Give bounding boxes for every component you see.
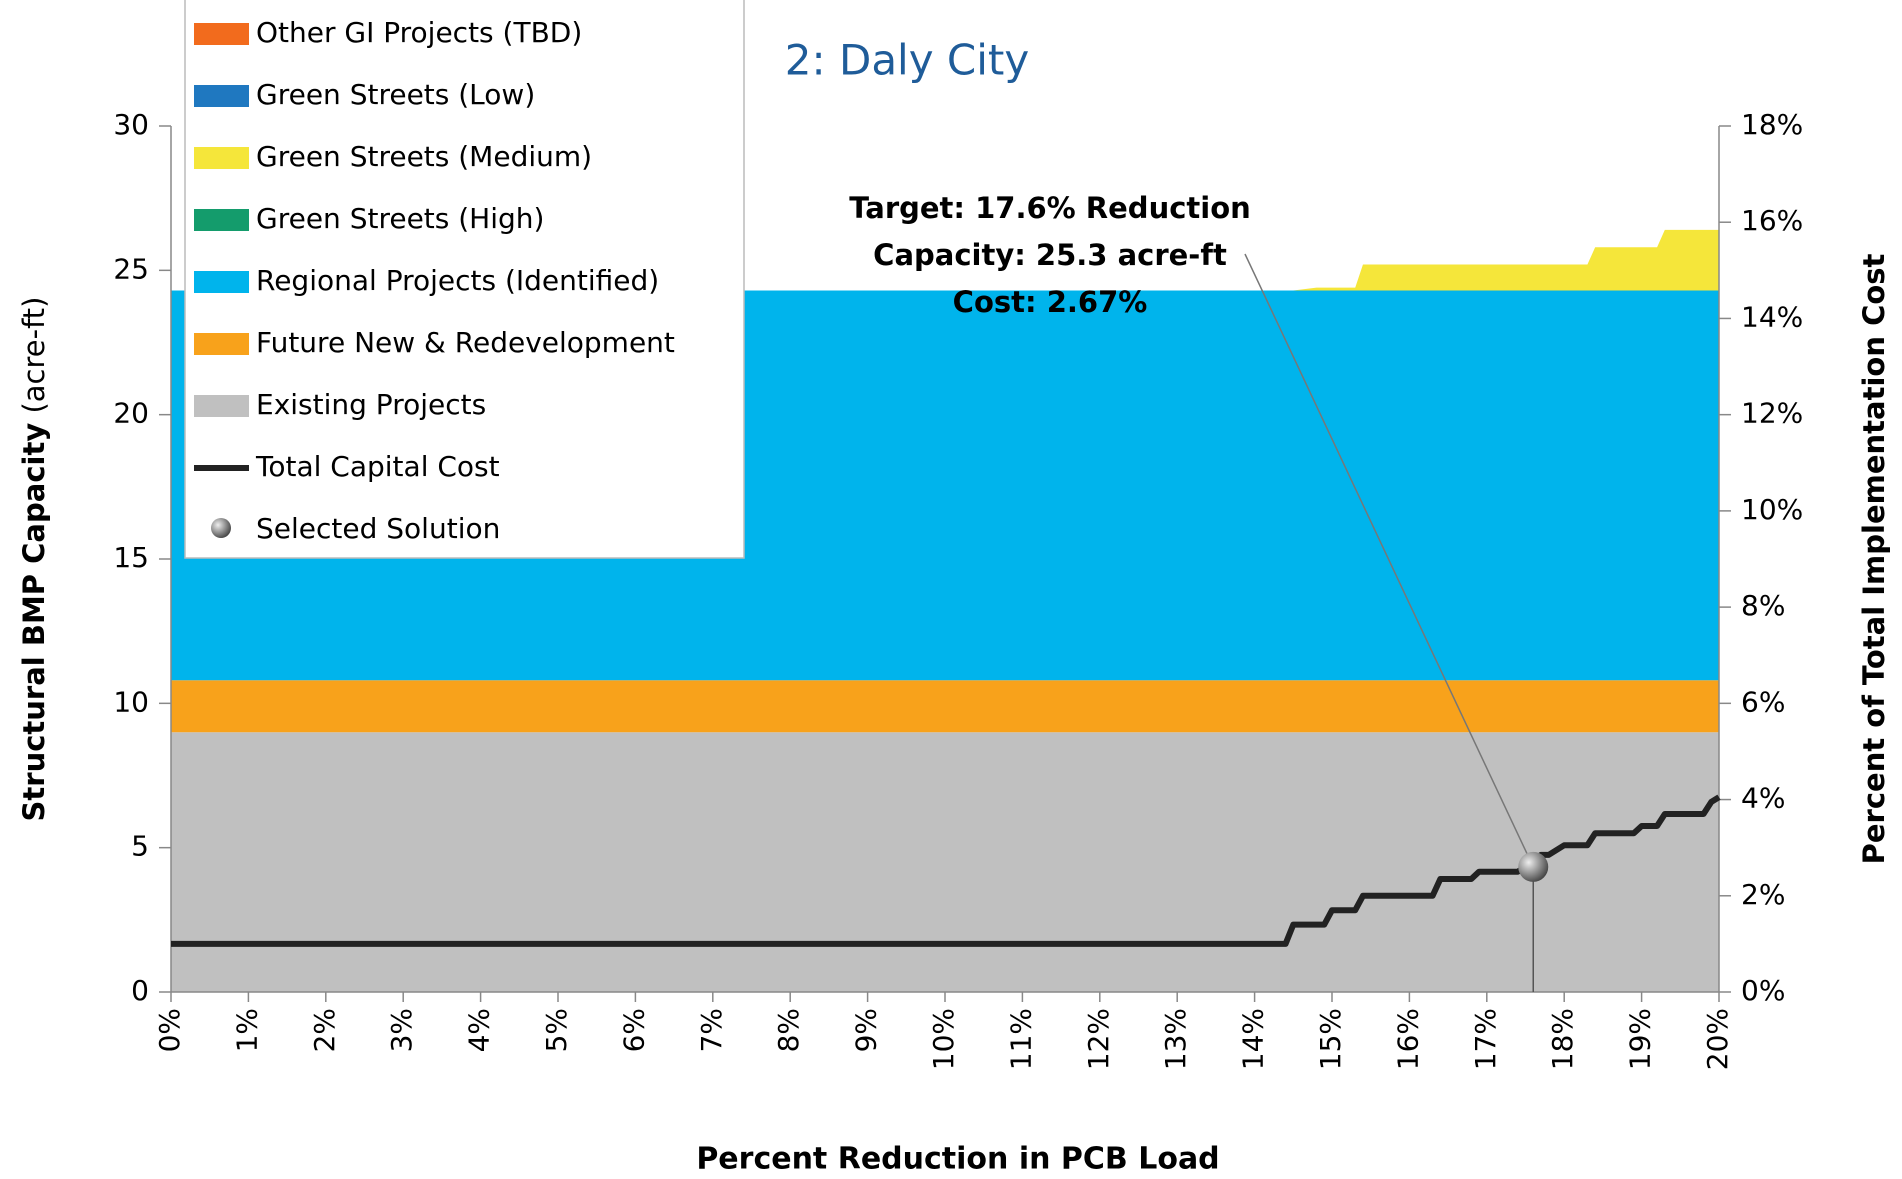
x-tick-label: 6% <box>617 1008 650 1052</box>
legend-label: Other GI Projects (TBD) <box>256 16 582 49</box>
chart-title: 2: Daly City <box>785 36 1030 85</box>
x-tick-label: 13% <box>1159 1008 1192 1070</box>
x-tick-label: 9% <box>850 1008 883 1052</box>
x-tick-label: 15% <box>1314 1008 1347 1070</box>
x-tick-label: 5% <box>540 1008 573 1052</box>
legend-label: Selected Solution <box>256 512 500 545</box>
selected-point <box>1518 851 1549 882</box>
y-tick-label: 15 <box>113 541 149 574</box>
y-axis-title: Structural BMP Capacity (acre-ft) <box>17 297 51 822</box>
legend-label: Regional Projects (Identified) <box>256 264 659 297</box>
legend-label: Green Streets (High) <box>256 202 544 235</box>
y2-tick-label: 18% <box>1741 108 1803 141</box>
x-tick-label: 7% <box>695 1008 728 1052</box>
y-axis-title-unit: (acre-ft) <box>17 297 51 414</box>
legend-label: Total Capital Cost <box>255 450 500 483</box>
x-tick-label: 19% <box>1624 1008 1657 1070</box>
x-tick-label: 20% <box>1701 1008 1734 1070</box>
area <box>171 732 1719 992</box>
y-tick-label: 25 <box>113 252 149 285</box>
x-tick-label: 16% <box>1391 1008 1424 1070</box>
legend-swatch <box>194 333 249 355</box>
legend-swatch <box>194 147 249 169</box>
y-tick-label: 0 <box>131 974 149 1007</box>
y-tick-label: 30 <box>113 108 149 141</box>
x-tick-label: 1% <box>230 1008 263 1052</box>
x-tick-label: 2% <box>308 1008 341 1052</box>
legend-point <box>211 518 231 538</box>
y2-tick-label: 16% <box>1741 204 1803 237</box>
legend-swatch <box>194 209 249 231</box>
legend-label: Green Streets (Low) <box>256 78 535 111</box>
x-tick-label: 8% <box>772 1008 805 1052</box>
y-axis-title-main: Structural BMP Capacity <box>17 423 51 822</box>
x-tick-label: 17% <box>1469 1008 1502 1070</box>
x-tick-label: 4% <box>463 1008 496 1052</box>
legend-swatch <box>194 23 249 45</box>
x-axis-title: Percent Reduction in PCB Load <box>696 1142 1219 1177</box>
legend-swatch <box>194 271 249 293</box>
x-tick-label: 3% <box>385 1008 418 1052</box>
legend-swatch <box>194 395 249 417</box>
y-tick-label: 20 <box>113 397 149 430</box>
x-tick-label: 12% <box>1082 1008 1115 1070</box>
x-tick-label: 14% <box>1237 1008 1270 1070</box>
y2-tick-label: 12% <box>1741 397 1803 430</box>
legend-label: Existing Projects <box>256 388 486 421</box>
legend-label: Future New & Redevelopment <box>256 326 675 359</box>
y2-tick-label: 0% <box>1741 974 1785 1007</box>
legend-label: Green Streets (Medium) <box>256 140 592 173</box>
y-tick-label: 10 <box>113 685 149 718</box>
y2-tick-label: 4% <box>1741 782 1785 815</box>
y2-tick-label: 10% <box>1741 493 1803 526</box>
legend-swatch <box>194 85 249 107</box>
area <box>171 680 1719 733</box>
y2-tick-label: 2% <box>1741 878 1785 911</box>
y-tick-label: 5 <box>131 830 149 863</box>
annotation: Cost: 2.67% <box>953 285 1148 319</box>
x-tick-label: 0% <box>153 1008 186 1052</box>
area <box>171 229 1719 291</box>
y2-tick-label: 6% <box>1741 685 1785 718</box>
y2-axis-title: Percent of Total Implementation Cost <box>1857 253 1891 864</box>
x-tick-label: 11% <box>1004 1008 1037 1070</box>
leader-line <box>1244 253 1534 868</box>
annotation: Capacity: 25.3 acre-ft <box>873 238 1227 272</box>
x-tick-label: 10% <box>927 1008 960 1070</box>
legend-box <box>184 0 745 559</box>
x-tick-label: 18% <box>1546 1008 1579 1070</box>
y2-tick-label: 14% <box>1741 300 1803 333</box>
y2-tick-label: 8% <box>1741 589 1785 622</box>
annotation: Target: 17.6% Reduction <box>849 191 1251 225</box>
